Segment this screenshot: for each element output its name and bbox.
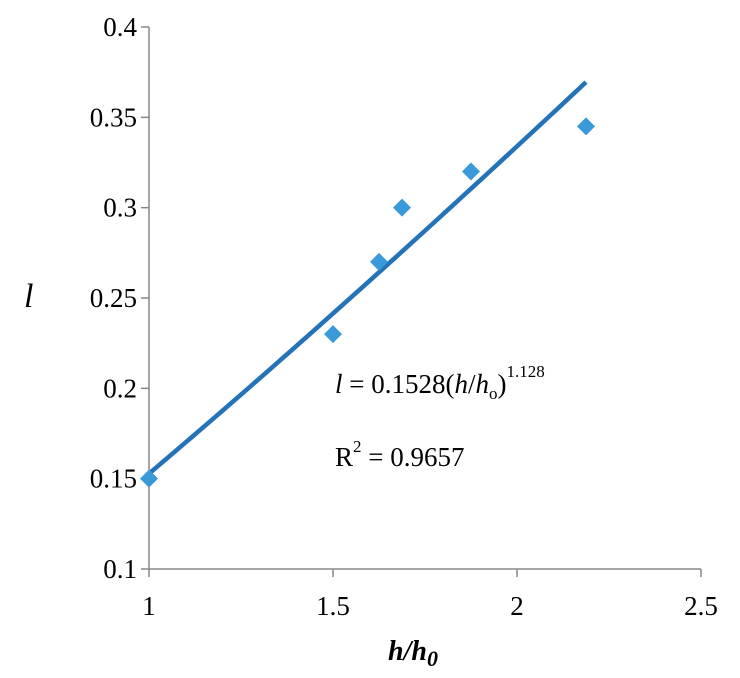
equation-annotation: l = 0.1528(h/ho)1.128	[335, 362, 545, 403]
data-point-marker	[140, 469, 158, 488]
x-axis-title: h/h0	[388, 636, 438, 671]
y-axis-title: l	[24, 278, 33, 315]
r2-r: R	[335, 442, 353, 472]
y-tick-label: 0.2	[103, 373, 137, 403]
data-point-marker	[370, 252, 388, 271]
data-point-marker	[393, 198, 411, 217]
eq-sub: o	[489, 384, 498, 403]
x-axis-title-sub: 0	[427, 646, 438, 671]
eq-var: l	[335, 369, 343, 399]
r2-sup: 2	[353, 437, 362, 456]
x-ticks: 1 1.5 2 2.5	[142, 569, 718, 621]
x-tick-label: 2	[510, 591, 524, 621]
y-tick-label: 0.15	[90, 464, 137, 494]
power-trendline	[147, 80, 588, 476]
r-squared-annotation: R2 = 0.9657	[335, 437, 465, 472]
eq-h2: h	[476, 369, 490, 399]
data-points	[140, 117, 595, 488]
y-tick-label: 0.1	[103, 554, 137, 584]
x-tick-label: 2.5	[684, 591, 718, 621]
r2-value: = 0.9657	[362, 442, 465, 472]
y-tick-label: 0.3	[103, 193, 137, 223]
y-ticks: 0.1 0.15 0.2 0.25 0.3 0.35 0.4	[90, 12, 149, 584]
eq-slash: /	[468, 369, 476, 399]
eq-exponent: 1.128	[507, 362, 545, 381]
eq-h: h	[454, 369, 468, 399]
x-tick-label: 1.5	[316, 591, 350, 621]
trendline-group	[147, 80, 588, 476]
data-point-marker	[577, 117, 595, 136]
x-axis: 1 1.5 2 2.5	[142, 568, 718, 621]
eq-text: = 0.1528(	[343, 369, 455, 399]
y-tick-label: 0.35	[90, 102, 137, 132]
y-tick-label: 0.4	[103, 12, 137, 42]
x-tick-label: 1	[142, 591, 156, 621]
y-axis: 0.1 0.15 0.2 0.25 0.3 0.35 0.4	[90, 12, 150, 584]
data-point-marker	[462, 162, 480, 181]
y-tick-label: 0.25	[90, 283, 137, 313]
x-axis-title-main: h/h	[388, 636, 427, 667]
eq-close: )	[498, 369, 507, 399]
data-point-marker	[324, 325, 342, 344]
svg-text:l = 0.1528(h/ho)1.128: l = 0.1528(h/ho)1.128	[335, 362, 545, 403]
svg-text:R2 = 0.9657: R2 = 0.9657	[335, 437, 465, 472]
